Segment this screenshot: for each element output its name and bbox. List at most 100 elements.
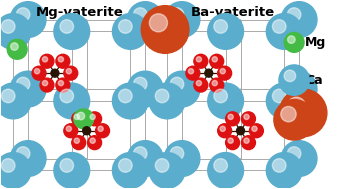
Circle shape: [60, 89, 73, 103]
Circle shape: [164, 71, 200, 107]
Circle shape: [250, 124, 263, 138]
Circle shape: [113, 14, 148, 49]
Circle shape: [88, 112, 102, 126]
Circle shape: [208, 83, 244, 119]
Circle shape: [241, 112, 256, 126]
Circle shape: [0, 83, 31, 119]
Circle shape: [218, 66, 231, 80]
Circle shape: [40, 54, 54, 68]
Circle shape: [284, 33, 304, 52]
Text: Ca: Ca: [305, 74, 323, 87]
Circle shape: [155, 20, 169, 33]
Circle shape: [56, 78, 70, 92]
Circle shape: [281, 106, 296, 122]
Circle shape: [58, 57, 64, 62]
Circle shape: [10, 141, 46, 176]
Circle shape: [58, 81, 64, 86]
Circle shape: [74, 114, 80, 119]
Circle shape: [186, 66, 200, 80]
Circle shape: [74, 109, 94, 129]
Circle shape: [149, 14, 185, 49]
Circle shape: [10, 71, 46, 107]
Circle shape: [64, 66, 78, 80]
Circle shape: [42, 57, 48, 62]
Circle shape: [72, 136, 86, 149]
Circle shape: [287, 147, 301, 160]
Circle shape: [279, 65, 309, 95]
Circle shape: [170, 8, 184, 21]
Circle shape: [113, 83, 148, 119]
Circle shape: [10, 2, 46, 37]
Circle shape: [188, 69, 193, 74]
Text: Mg-vaterite: Mg-vaterite: [36, 6, 123, 19]
Circle shape: [244, 114, 249, 119]
Circle shape: [1, 89, 15, 103]
Circle shape: [54, 83, 90, 119]
Circle shape: [42, 81, 48, 86]
Circle shape: [127, 2, 163, 37]
Circle shape: [241, 136, 256, 149]
Circle shape: [88, 136, 102, 149]
Circle shape: [218, 124, 231, 138]
Circle shape: [194, 54, 208, 68]
Circle shape: [288, 36, 295, 43]
Circle shape: [11, 43, 18, 50]
Circle shape: [236, 127, 245, 135]
Circle shape: [212, 57, 217, 62]
Circle shape: [194, 78, 208, 92]
Circle shape: [1, 159, 15, 172]
Circle shape: [196, 81, 202, 86]
Circle shape: [279, 89, 327, 137]
Circle shape: [113, 153, 148, 188]
Circle shape: [90, 114, 95, 119]
Circle shape: [133, 8, 147, 21]
Circle shape: [60, 159, 73, 172]
Circle shape: [164, 141, 200, 176]
Circle shape: [272, 20, 286, 33]
Circle shape: [149, 83, 185, 119]
Circle shape: [16, 77, 30, 91]
Circle shape: [214, 89, 228, 103]
Circle shape: [170, 77, 184, 91]
Circle shape: [98, 126, 103, 131]
Circle shape: [287, 77, 301, 91]
Circle shape: [72, 112, 86, 126]
Circle shape: [228, 138, 233, 143]
Circle shape: [56, 54, 70, 68]
Circle shape: [272, 89, 286, 103]
Circle shape: [54, 14, 90, 49]
Circle shape: [266, 83, 302, 119]
Circle shape: [16, 147, 30, 160]
Circle shape: [284, 70, 296, 82]
Circle shape: [212, 81, 217, 86]
Circle shape: [60, 20, 73, 33]
Circle shape: [133, 77, 147, 91]
Circle shape: [0, 14, 31, 49]
Circle shape: [141, 6, 189, 53]
Circle shape: [133, 147, 147, 160]
Circle shape: [149, 153, 185, 188]
Circle shape: [226, 112, 240, 126]
Circle shape: [16, 8, 30, 21]
Circle shape: [66, 69, 71, 74]
Circle shape: [208, 14, 244, 49]
Circle shape: [90, 138, 95, 143]
Circle shape: [51, 69, 59, 77]
Circle shape: [272, 159, 286, 172]
Circle shape: [266, 14, 302, 49]
Circle shape: [214, 159, 228, 172]
Circle shape: [74, 138, 80, 143]
Circle shape: [119, 159, 132, 172]
Circle shape: [281, 141, 317, 176]
Circle shape: [149, 14, 168, 32]
Circle shape: [54, 153, 90, 188]
Circle shape: [164, 2, 200, 37]
Circle shape: [155, 159, 169, 172]
Circle shape: [0, 153, 31, 188]
Circle shape: [210, 54, 224, 68]
Circle shape: [214, 20, 228, 33]
Circle shape: [226, 136, 240, 149]
Circle shape: [220, 69, 225, 74]
Circle shape: [220, 126, 225, 131]
Circle shape: [155, 89, 169, 103]
